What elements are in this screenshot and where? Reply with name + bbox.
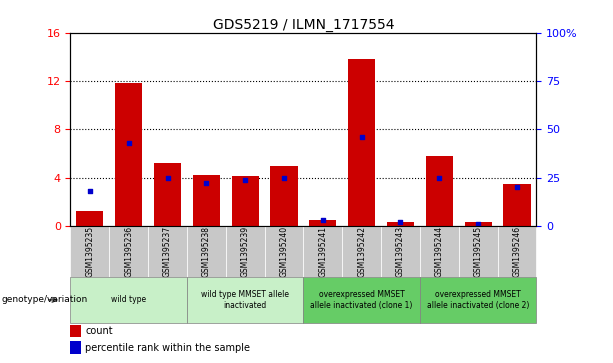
Bar	[232, 176, 259, 226]
Text: GSM1395235: GSM1395235	[85, 226, 94, 277]
Bar	[503, 184, 531, 226]
Bar	[310, 220, 337, 226]
Bar	[348, 59, 375, 226]
Text: count: count	[85, 326, 113, 336]
Point	[318, 217, 328, 223]
Text: GSM1395237: GSM1395237	[163, 226, 172, 277]
Bar	[70, 277, 187, 323]
Text: percentile rank within the sample: percentile rank within the sample	[85, 343, 250, 353]
Bar	[465, 222, 492, 226]
Bar	[192, 175, 220, 226]
Point	[279, 175, 289, 180]
Text: GSM1395243: GSM1395243	[396, 226, 405, 277]
Point	[512, 184, 522, 190]
Text: overexpressed MMSET
allele inactivated (clone 2): overexpressed MMSET allele inactivated (…	[427, 290, 530, 310]
Text: GSM1395236: GSM1395236	[124, 226, 133, 277]
Bar	[420, 277, 536, 323]
Point	[473, 221, 483, 227]
Bar	[420, 226, 459, 277]
Text: wild type: wild type	[111, 295, 147, 305]
Bar	[342, 226, 381, 277]
Bar	[303, 277, 420, 323]
Bar	[303, 226, 342, 277]
Bar	[70, 342, 81, 354]
Text: genotype/variation: genotype/variation	[1, 295, 88, 305]
Text: GSM1395245: GSM1395245	[474, 226, 482, 277]
Text: GSM1395240: GSM1395240	[280, 226, 289, 277]
Text: wild type MMSET allele
inactivated: wild type MMSET allele inactivated	[201, 290, 289, 310]
Bar	[148, 226, 187, 277]
Point	[202, 180, 211, 186]
Bar	[115, 83, 142, 226]
Text: GSM1395244: GSM1395244	[435, 226, 444, 277]
Point	[162, 175, 172, 180]
Text: overexpressed MMSET
allele inactivated (clone 1): overexpressed MMSET allele inactivated (…	[310, 290, 413, 310]
Point	[357, 134, 367, 140]
Bar	[70, 325, 81, 338]
Point	[85, 188, 95, 194]
Bar	[387, 222, 414, 226]
Text: GSM1395246: GSM1395246	[512, 226, 522, 277]
Text: GSM1395242: GSM1395242	[357, 226, 366, 277]
Bar	[226, 226, 265, 277]
Bar	[109, 226, 148, 277]
Bar	[154, 163, 181, 226]
Text: GSM1395239: GSM1395239	[241, 226, 249, 277]
Point	[435, 175, 444, 180]
Bar	[498, 226, 536, 277]
Text: GSM1395241: GSM1395241	[318, 226, 327, 277]
Bar	[459, 226, 498, 277]
Bar	[76, 211, 104, 226]
Point	[124, 140, 134, 146]
Bar	[265, 226, 303, 277]
Title: GDS5219 / ILMN_1717554: GDS5219 / ILMN_1717554	[213, 18, 394, 32]
Bar	[187, 226, 226, 277]
Bar	[270, 166, 298, 226]
Point	[240, 177, 250, 183]
Bar	[381, 226, 420, 277]
Bar	[425, 156, 453, 226]
Bar	[187, 277, 303, 323]
Point	[395, 219, 405, 225]
Text: GSM1395238: GSM1395238	[202, 226, 211, 277]
Bar	[70, 226, 109, 277]
